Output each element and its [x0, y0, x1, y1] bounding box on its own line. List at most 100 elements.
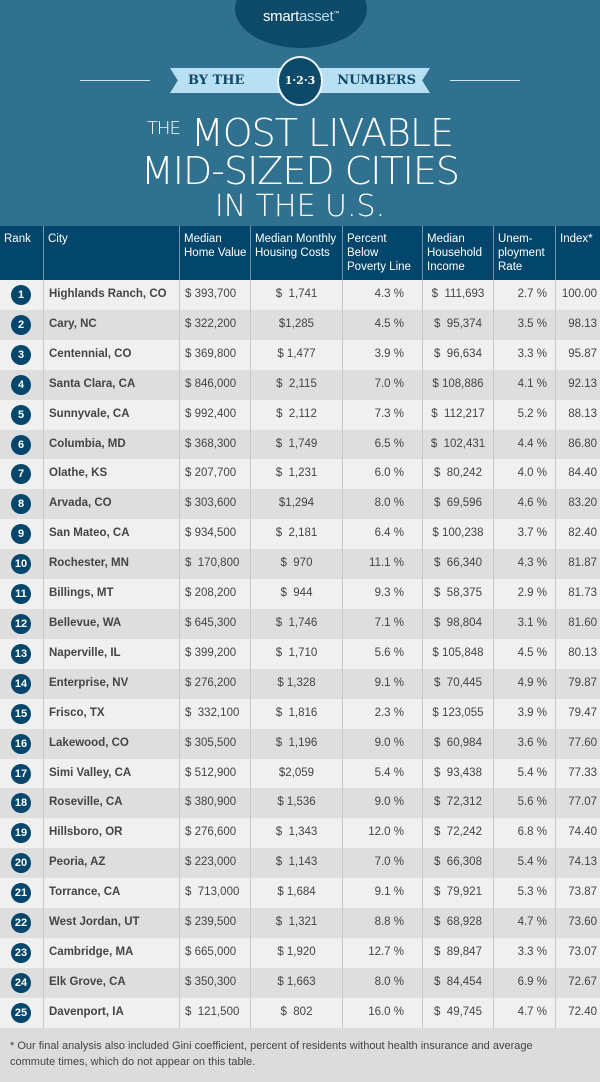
income-cell: $ 60,984	[422, 728, 493, 759]
table-body: 1 Highlands Ranch, CO $ 393,700 $ 1,741 4.3 …	[0, 280, 600, 1028]
home-value-cell: $ 665,000	[179, 937, 250, 968]
rank-cell: 6	[0, 430, 43, 460]
index-cell: 73.60	[555, 908, 600, 938]
home-value-cell: $ 322,200	[179, 309, 250, 340]
income-cell: $ 79,921	[422, 878, 493, 909]
income-cell: $ 95,374	[422, 309, 493, 340]
poverty-cell: 16.0 %	[342, 997, 422, 1028]
index-cell: 74.13	[555, 848, 600, 879]
poverty-cell: 9.1 %	[342, 668, 422, 699]
city-cell: Frisco, TX	[43, 698, 179, 729]
income-cell: $ 72,312	[422, 788, 493, 819]
rank-cell: 1	[0, 280, 43, 310]
home-value-cell: $ 368,300	[179, 429, 250, 460]
divider-line	[450, 80, 520, 81]
housing-cost-cell: $ 1,816	[250, 698, 342, 729]
rank-badge: 1	[11, 285, 31, 305]
index-cell: 77.33	[555, 758, 600, 789]
unemployment-cell: 3.5 %	[493, 309, 555, 340]
housing-cost-cell: $ 944	[250, 579, 342, 609]
income-cell: $ 123,055	[422, 698, 493, 729]
index-cell: 100.00	[555, 280, 600, 310]
rank-cell: 10	[0, 549, 43, 579]
home-value-cell: $ 399,200	[179, 638, 250, 669]
rank-cell: 15	[0, 699, 43, 729]
index-cell: 79.87	[555, 668, 600, 699]
unemployment-cell: 4.4 %	[493, 429, 555, 460]
income-cell: $ 112,217	[422, 399, 493, 430]
smartasset-logo: smartasset™	[235, 0, 367, 48]
housing-cost-cell: $ 1,477	[250, 339, 342, 370]
index-cell: 77.07	[555, 788, 600, 819]
index-cell: 95.87	[555, 339, 600, 370]
table-row: 16 Lakewood, CO $ 305,500 $ 1,196 9.0 % $ 60,…	[0, 728, 600, 759]
index-cell: 81.87	[555, 549, 600, 580]
home-value-cell: $ 369,800	[179, 339, 250, 370]
housing-cost-cell: $ 1,343	[250, 818, 342, 849]
city-cell: Enterprise, NV	[43, 668, 179, 699]
rank-badge: 12	[11, 613, 31, 634]
income-cell: $ 72,242	[422, 818, 493, 849]
rank-badge: 15	[11, 703, 31, 724]
page-title: THE MOST LIVABLE MID-SIZED CITIES IN THE…	[141, 111, 460, 224]
rank-badge: 23	[11, 942, 31, 963]
rank-badge: 22	[11, 913, 31, 934]
income-cell: $ 49,745	[422, 997, 493, 1028]
income-cell: $ 102,431	[422, 429, 493, 460]
unemployment-cell: 4.0 %	[493, 459, 555, 490]
index-cell: 72.40	[555, 997, 600, 1028]
poverty-cell: 7.3 %	[342, 399, 422, 430]
unemployment-cell: 4.9 %	[493, 668, 555, 699]
poverty-cell: 8.0 %	[342, 489, 422, 520]
table-row: 24 Elk Grove, CA $ 350,300 $ 1,663 8.0 % $ 84…	[0, 967, 600, 998]
home-value-cell: $ 208,200	[179, 579, 250, 609]
unemployment-cell: 6.8 %	[493, 818, 555, 849]
housing-cost-cell: $ 1,749	[250, 429, 342, 460]
income-cell: $ 68,928	[422, 908, 493, 938]
city-cell: Peoria, AZ	[43, 848, 179, 879]
header-banner: smartasset™ BY THE NUMBERS 1·2·3 THE MOST…	[0, 0, 600, 226]
table-row: 1 Highlands Ranch, CO $ 393,700 $ 1,741 4.3 …	[0, 280, 600, 310]
housing-cost-cell: $ 1,143	[250, 848, 342, 879]
housing-cost-cell: $ 1,920	[250, 937, 342, 968]
city-cell: Cary, NC	[43, 309, 179, 340]
unemployment-cell: 5.3 %	[493, 878, 555, 909]
poverty-cell: 9.1 %	[342, 878, 422, 909]
rank-badge: 13	[11, 643, 31, 664]
income-cell: $ 105,848	[422, 638, 493, 669]
table-row: 23 Cambridge, MA $ 665,000 $ 1,920 12.7 % $ 8…	[0, 937, 600, 968]
index-cell: 81.60	[555, 608, 600, 639]
unemployment-cell: 4.3 %	[493, 549, 555, 580]
rank-cell: 8	[0, 489, 43, 519]
footnote: * Our final analysis also included Gini …	[0, 1028, 600, 1082]
housing-cost-cell: $ 2,181	[250, 519, 342, 550]
city-cell: West Jordan, UT	[43, 908, 179, 938]
unemployment-cell: 2.7 %	[493, 280, 555, 310]
unemployment-cell: 5.4 %	[493, 758, 555, 789]
numbers-badge: 1·2·3	[277, 56, 323, 106]
poverty-cell: 2.3 %	[342, 698, 422, 729]
income-cell: $ 93,438	[422, 758, 493, 789]
housing-cost-cell: $ 1,196	[250, 728, 342, 759]
index-cell: 77.60	[555, 728, 600, 759]
housing-cost-cell: $ 2,115	[250, 369, 342, 400]
column-header: Median Home Value	[179, 226, 250, 280]
table-row: 22 West Jordan, UT $ 239,500 $ 1,321 8.8 % $ …	[0, 908, 600, 938]
unemployment-cell: 3.6 %	[493, 728, 555, 759]
index-cell: 83.20	[555, 489, 600, 520]
unemployment-cell: 3.1 %	[493, 608, 555, 639]
table-row: 12 Bellevue, WA $ 645,300 $ 1,746 7.1 % $ 98,…	[0, 608, 600, 639]
city-cell: Sunnyvale, CA	[43, 399, 179, 430]
city-cell: Highlands Ranch, CO	[43, 280, 179, 310]
table-row: 18 Roseville, CA $ 380,900 $ 1,536 9.0 % $ 72…	[0, 788, 600, 819]
unemployment-cell: 3.3 %	[493, 937, 555, 968]
city-cell: Simi Valley, CA	[43, 758, 179, 789]
rank-cell: 16	[0, 729, 43, 759]
poverty-cell: 8.8 %	[342, 908, 422, 938]
index-cell: 81.73	[555, 579, 600, 609]
table-row: 2 Cary, NC $ 322,200 $1,285 4.5 % $ 95,374 3.5…	[0, 309, 600, 340]
index-cell: 98.13	[555, 309, 600, 340]
rank-badge: 16	[11, 733, 31, 754]
rank-badge: 5	[11, 404, 31, 425]
column-header: Index*	[555, 226, 600, 280]
